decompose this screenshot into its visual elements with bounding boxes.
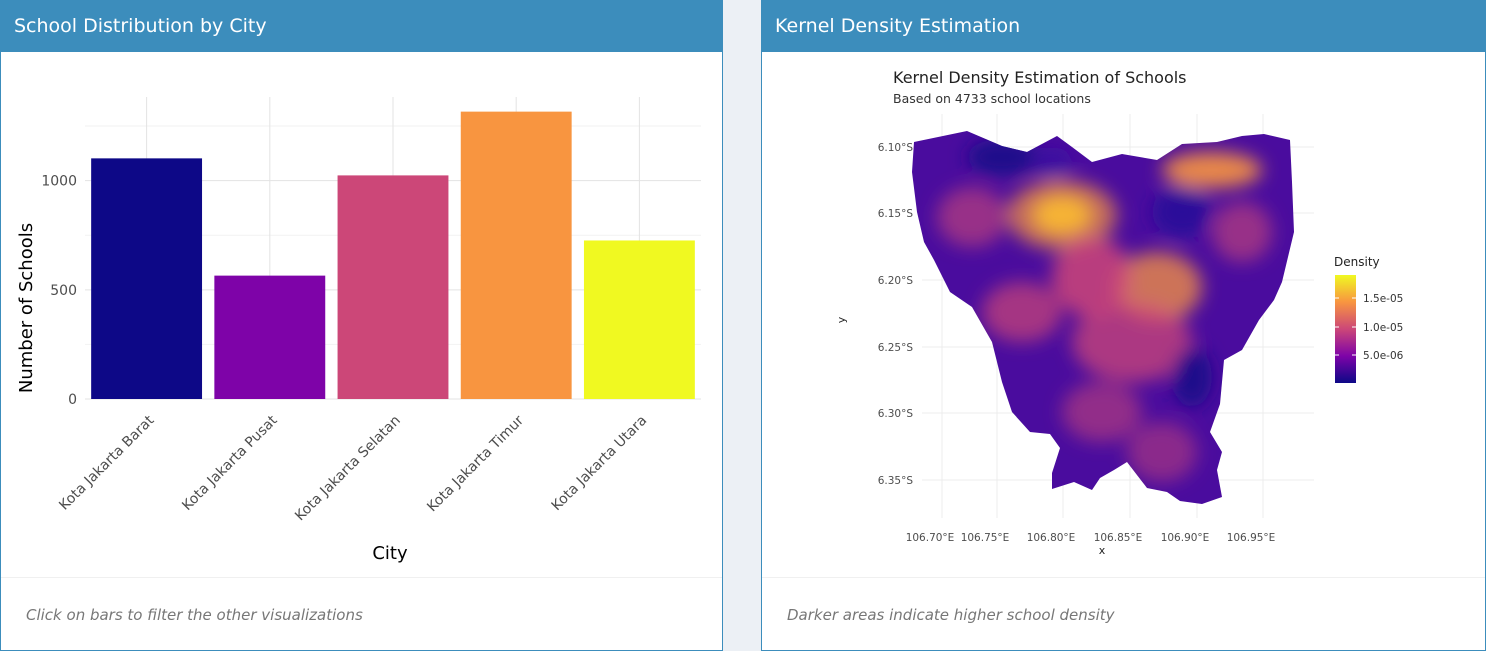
kde-y-tick-label: 6.15°S — [878, 208, 914, 220]
y-tick-label: 0 — [68, 392, 77, 408]
bar-kota-jakarta-utara[interactable] — [583, 240, 695, 399]
kde-body: Kernel Density Estimation of Schools Bas… — [762, 52, 1485, 577]
legend-colorbar — [1335, 275, 1356, 383]
kde-y-tick-label: 6.10°S — [878, 142, 914, 154]
kde-panel: Kernel Density Estimation Kernel Density — [761, 0, 1486, 651]
density-legend: Density 1.5e-05 1.0e-05 5.0e-06 — [1334, 255, 1404, 383]
y-axis-label: Number of Schools — [16, 223, 37, 393]
kde-x-axis-ticks: 106.70°E 106.75°E 106.80°E 106.85°E 106.90°E… — [906, 532, 1276, 544]
x-tick-label: Kota Jakarta Pusat — [179, 412, 281, 514]
legend-label: 1.0e-05 — [1363, 322, 1403, 334]
legend-title: Density — [1334, 255, 1380, 269]
kde-x-axis-label: x — [1099, 544, 1106, 557]
kde-x-tick-label: 106.75°E — [961, 532, 1010, 544]
y-tick-label: 1000 — [41, 174, 77, 190]
panel-title: School Distribution by City — [1, 0, 722, 52]
kde-x-tick-label: 106.80°E — [1027, 532, 1076, 544]
kde-y-tick-label: 6.25°S — [878, 342, 914, 354]
kde-x-tick-label: 106.70°E — [906, 532, 955, 544]
panel-footer-note: Click on bars to filter the other visual… — [1, 577, 722, 650]
x-tick-label: Kota Jakarta Barat — [56, 412, 157, 513]
y-axis-ticks: 0 500 1000 — [41, 174, 77, 408]
x-axis-label: City — [372, 543, 408, 564]
bar-kota-jakarta-selatan[interactable] — [337, 175, 449, 399]
kde-y-tick-label: 6.20°S — [878, 275, 914, 287]
kde-x-tick-label: 106.90°E — [1161, 532, 1210, 544]
bar-kota-jakarta-timur[interactable] — [460, 111, 572, 400]
x-tick-label: Kota Jakarta Utara — [549, 413, 651, 515]
panel-footer-note: Darker areas indicate higher school dens… — [762, 577, 1485, 650]
kde-x-tick-label: 106.85°E — [1094, 532, 1143, 544]
legend-label: 1.5e-05 — [1363, 293, 1403, 305]
kde-x-tick-label: 106.95°E — [1227, 532, 1276, 544]
x-tick-label: Kota Jakarta Timur — [424, 412, 527, 515]
kde-y-axis-label: y — [835, 316, 848, 323]
bar-chart-bars — [91, 111, 695, 400]
kde-y-tick-label: 6.30°S — [878, 408, 914, 420]
x-tick-label: Kota Jakarta Selatan — [292, 413, 404, 525]
kde-y-tick-label: 6.35°S — [878, 475, 914, 487]
legend-label: 5.0e-06 — [1363, 350, 1404, 362]
panel-title: Kernel Density Estimation — [762, 0, 1485, 52]
legend-labels: 1.5e-05 1.0e-05 5.0e-06 — [1335, 293, 1404, 362]
kde-title: Kernel Density Estimation of Schools — [893, 68, 1187, 87]
kde-y-axis-ticks: 6.10°S 6.15°S 6.20°S 6.25°S 6.30°S 6.35°S — [878, 142, 914, 487]
kde-density-surface — [912, 131, 1294, 504]
bar-kota-jakarta-pusat[interactable] — [214, 275, 326, 399]
kde-subtitle: Based on 4733 school locations — [893, 91, 1091, 106]
kde-map-chart: Kernel Density Estimation of Schools Bas… — [835, 68, 1404, 557]
y-tick-label: 500 — [50, 283, 77, 299]
bar-chart-panel: School Distribution by City 0 500 1000 Kot… — [0, 0, 723, 651]
bar-kota-jakarta-barat[interactable] — [91, 158, 203, 399]
bar-chart-body: 0 500 1000 Kota Jakarta Barat Kota Jakarta … — [1, 52, 722, 577]
x-axis-ticks: Kota Jakarta Barat Kota Jakarta Pusat Kota… — [56, 412, 650, 524]
